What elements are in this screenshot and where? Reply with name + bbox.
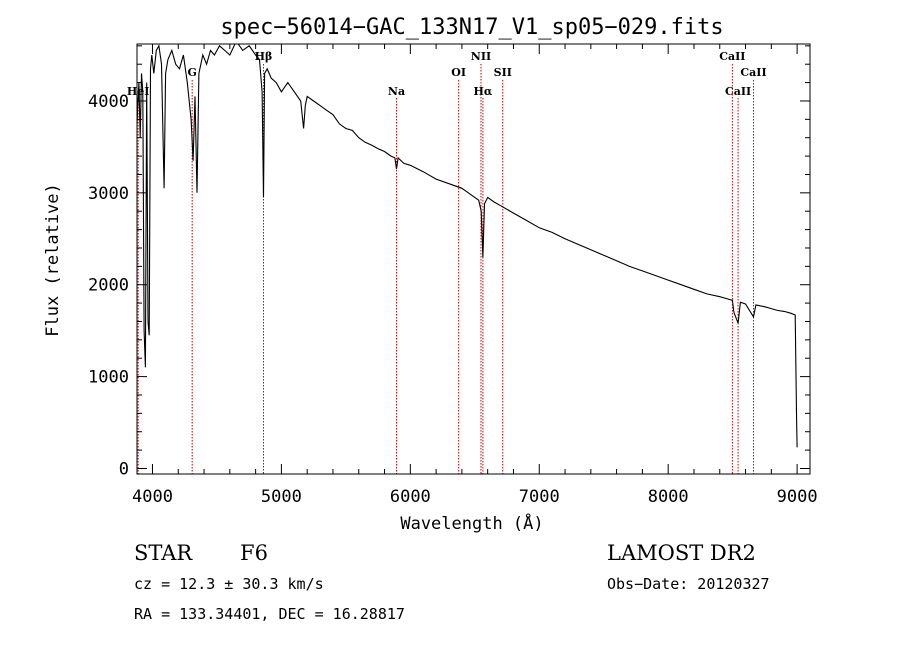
y-tick-label: 0 — [119, 459, 129, 479]
x-tick-label: 8000 — [648, 487, 689, 507]
subclass: F6 — [240, 541, 268, 565]
y-axis-label: Flux (relative) — [43, 183, 63, 337]
y-tick-label: 1000 — [88, 368, 129, 388]
x-tick-label: 9000 — [777, 487, 818, 507]
line-marker-label: Hα — [473, 85, 492, 98]
x-tick-label: 6000 — [390, 487, 431, 507]
survey-name: LAMOST DR2 — [607, 541, 756, 565]
obs-date: Obs−Date: 20120327 — [607, 575, 770, 593]
line-marker-label: G — [187, 66, 196, 79]
x-tick-label: 5000 — [261, 487, 302, 507]
x-axis-label: Wavelength (Å) — [400, 512, 543, 534]
x-tick-label: 4000 — [132, 487, 173, 507]
chart-title: spec−56014−GAC_133N17_V1_sp05−029.fits — [220, 15, 723, 40]
redshift-cz: cz = 12.3 ± 30.3 km/s — [134, 575, 324, 593]
y-tick-label: 2000 — [88, 276, 129, 296]
spectrum-layer — [137, 44, 798, 448]
line-marker-label: CaII — [725, 85, 751, 98]
coordinates: RA = 133.34401, DEC = 16.28817 — [134, 605, 405, 623]
line-marker-label: SII — [494, 66, 512, 79]
object-type: STAR — [134, 541, 193, 565]
x-tick-label: 7000 — [519, 487, 560, 507]
line-marker-label: Na — [388, 85, 405, 98]
axes: 4000 5000 6000 7000 8000 9000 0 1000 2000 3000 400… — [88, 43, 818, 507]
plot-frame — [136, 43, 811, 475]
y-tick-label: 3000 — [88, 184, 129, 204]
line-marker-label: OI — [451, 66, 466, 79]
line-marker-label: CaII — [740, 66, 766, 79]
spectrum-line — [137, 44, 798, 448]
line-marker-label: CaII — [719, 50, 745, 63]
line-marker-label: NII — [471, 50, 491, 63]
y-tick-label: 4000 — [88, 92, 129, 112]
